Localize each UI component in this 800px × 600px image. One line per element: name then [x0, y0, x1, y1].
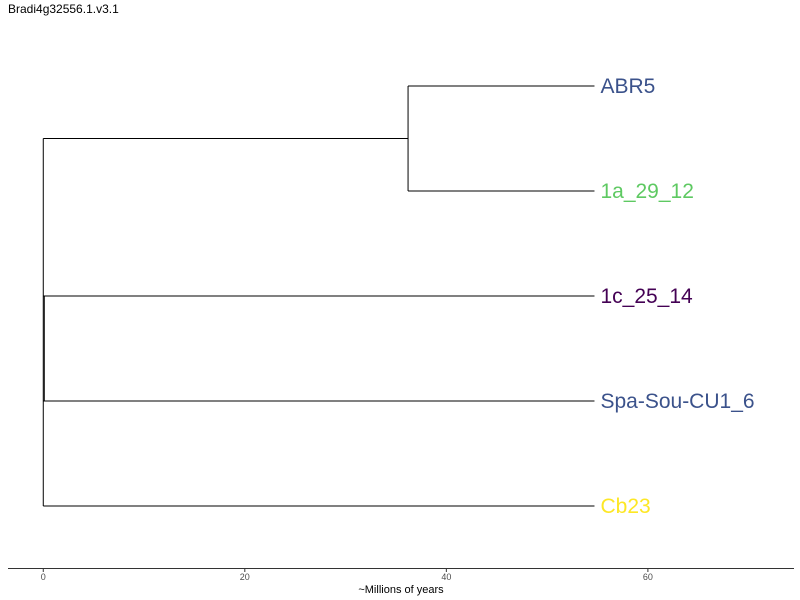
x-axis-title: ~Millions of years [358, 584, 444, 596]
tip-label: 1a_29_12 [600, 180, 693, 203]
x-tick-label: 20 [240, 572, 250, 582]
x-tick-label: 0 [41, 572, 46, 582]
x-tick-label: 60 [643, 572, 653, 582]
tip-label: 1c_25_14 [600, 285, 693, 308]
tip-label: Spa-Sou-CU1_6 [600, 390, 754, 413]
chart-title: Bradi4g32556.1.v3.1 [8, 2, 119, 16]
tree-branches [42, 85, 595, 507]
x-tick-label: 40 [441, 572, 451, 582]
tip-labels: ABR5 1a_29_12 1c_25_14 Spa-Sou-CU1_6 Cb23 [600, 75, 754, 518]
tip-label: ABR5 [600, 75, 655, 98]
x-axis: 0 20 40 60 [8, 568, 794, 582]
tip-label: Cb23 [600, 495, 650, 518]
